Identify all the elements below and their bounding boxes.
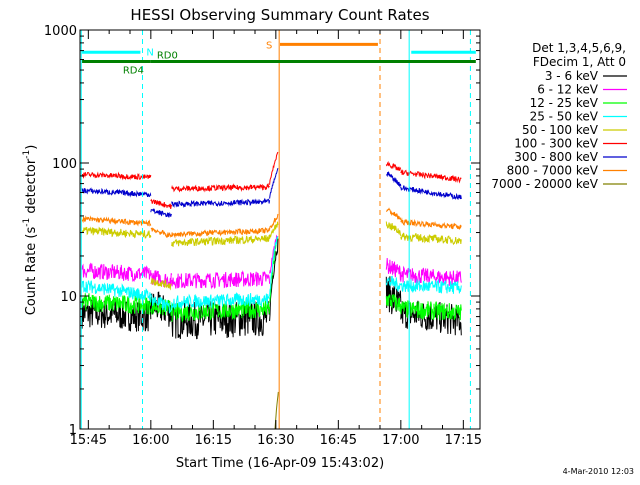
series-line-300-800-kev-1 bbox=[150, 208, 173, 218]
y-axis-label-sup1: -1 bbox=[22, 218, 32, 227]
series-12-25-kev bbox=[81, 237, 462, 323]
series-line-300-800-kev-0 bbox=[81, 187, 152, 198]
series-line-800-7000-kev-4 bbox=[386, 207, 402, 221]
chart-title: HESSI Observing Summary Count Rates bbox=[130, 6, 429, 24]
y-tick-label: 1 bbox=[69, 423, 77, 438]
series-line-6-12-kev-0 bbox=[81, 262, 152, 282]
series-line-100-300-kev-1 bbox=[150, 198, 173, 209]
series-line-6-12-kev-4 bbox=[385, 257, 402, 281]
mode-label-n-left: N bbox=[146, 47, 153, 58]
series-line-800-7000-kev-0 bbox=[81, 215, 152, 227]
x-tick-label: 16:45 bbox=[320, 433, 357, 448]
series-line-25-50-kev-1 bbox=[150, 293, 173, 314]
series-line-50-100-kev-2 bbox=[171, 234, 270, 248]
series-50-100-kev bbox=[81, 221, 462, 291]
series-line-50-100-kev-3 bbox=[269, 221, 279, 239]
series-line-100-300-kev-4 bbox=[385, 160, 402, 172]
legend-label-6-12-kev: 6 - 12 keV bbox=[537, 83, 599, 97]
series-line-25-50-kev-5 bbox=[400, 278, 462, 294]
series-line-50-100-kev-0 bbox=[81, 226, 152, 239]
series-line-6-12-kev-2 bbox=[171, 270, 271, 290]
series-line-12-25-kev-2 bbox=[171, 300, 271, 323]
y-axis-label-end: ) bbox=[24, 145, 39, 150]
series-line-300-800-kev-3 bbox=[269, 167, 279, 199]
mode-label-rd0: RD0 bbox=[157, 50, 178, 61]
series-line-300-800-kev-5 bbox=[400, 185, 462, 200]
mode-label-rd4: RD4 bbox=[123, 65, 144, 76]
series-line-12-25-kev-4 bbox=[385, 294, 402, 314]
y-tick-label: 1000 bbox=[44, 24, 77, 39]
series-line-800-7000-kev-5 bbox=[400, 217, 462, 230]
series-line-100-300-kev-3 bbox=[269, 151, 279, 185]
x-tick-label: 17:15 bbox=[445, 433, 482, 448]
legend-label-50-100-kev: 50 - 100 keV bbox=[522, 123, 599, 137]
legend-header-line-2: FDecim 1, Att 0 bbox=[533, 55, 626, 69]
y-axis-label-sup2: -1 bbox=[22, 150, 32, 159]
series-line-100-300-kev-0 bbox=[81, 171, 152, 181]
series-line-800-7000-kev-3 bbox=[269, 213, 279, 230]
legend-label-25-50-kev: 25 - 50 keV bbox=[530, 110, 599, 124]
y-axis-label-mid: detector bbox=[24, 158, 39, 218]
series-line-25-50-kev-2 bbox=[171, 291, 270, 310]
series-line-50-100-kev-1 bbox=[150, 277, 173, 291]
legend-label-12-25-kev: 12 - 25 keV bbox=[530, 96, 599, 110]
series-line-3-6-kev-2 bbox=[171, 300, 271, 340]
series-line-25-50-kev-3 bbox=[269, 236, 279, 297]
y-tick-label: 100 bbox=[52, 157, 77, 172]
y-axis-label-main: Count Rate (s bbox=[24, 227, 39, 316]
x-tick-label: 16:00 bbox=[132, 433, 169, 448]
series-line-100-300-kev-2 bbox=[171, 182, 270, 193]
legend-label-300-800-kev: 300 - 800 keV bbox=[514, 150, 598, 164]
series-line-12-25-kev-5 bbox=[400, 300, 462, 321]
series-line-800-7000-kev-2 bbox=[171, 226, 271, 239]
series-line-25-50-kev-0 bbox=[81, 280, 152, 304]
footer-timestamp: 4-Mar-2010 12:03 bbox=[563, 467, 634, 476]
series-100-300-kev bbox=[81, 151, 462, 209]
series-300-800-kev bbox=[81, 167, 462, 218]
x-tick-label: 16:30 bbox=[257, 433, 294, 448]
plot-frame bbox=[79, 29, 481, 430]
mode-label-s: S bbox=[266, 40, 272, 51]
y-tick-label: 10 bbox=[60, 290, 77, 305]
series-line-6-12-kev-3 bbox=[269, 234, 279, 274]
series-line-800-7000-kev-1 bbox=[150, 227, 173, 239]
series-line-100-300-kev-5 bbox=[400, 168, 462, 184]
series-25-50-kev bbox=[81, 236, 462, 314]
series-line-50-100-kev-4 bbox=[385, 221, 402, 237]
series-3-6-kev bbox=[81, 238, 462, 340]
legend-label-100-300-kev: 100 - 300 keV bbox=[514, 137, 598, 151]
x-tick-label: 17:00 bbox=[382, 433, 419, 448]
series-line-25-50-kev-4 bbox=[385, 275, 402, 293]
legend: Det 1,3,4,5,6,9, FDecim 1, Att 0 3 - 6 k… bbox=[491, 41, 627, 191]
y-axis-label: Count Rate (s-1 detector-1) bbox=[22, 145, 39, 316]
series-line-50-100-kev-5 bbox=[400, 232, 462, 246]
legend-header-line-1: Det 1,3,4,5,6,9, bbox=[532, 41, 626, 55]
x-tick-label: 15:45 bbox=[70, 433, 107, 448]
x-axis-label: Start Time (16-Apr-09 15:43:02) bbox=[176, 456, 384, 471]
series-line-300-800-kev-4 bbox=[386, 171, 402, 188]
legend-label-800-7000-kev: 800 - 7000 keV bbox=[507, 164, 599, 178]
legend-label-3-6-kev: 3 - 6 keV bbox=[545, 69, 599, 83]
series-800-7000-kev bbox=[81, 207, 462, 239]
series-line-300-800-kev-2 bbox=[171, 197, 271, 209]
legend-label-7000-20000-kev: 7000 - 20000 keV bbox=[491, 177, 598, 191]
x-tick-label: 16:15 bbox=[195, 433, 232, 448]
